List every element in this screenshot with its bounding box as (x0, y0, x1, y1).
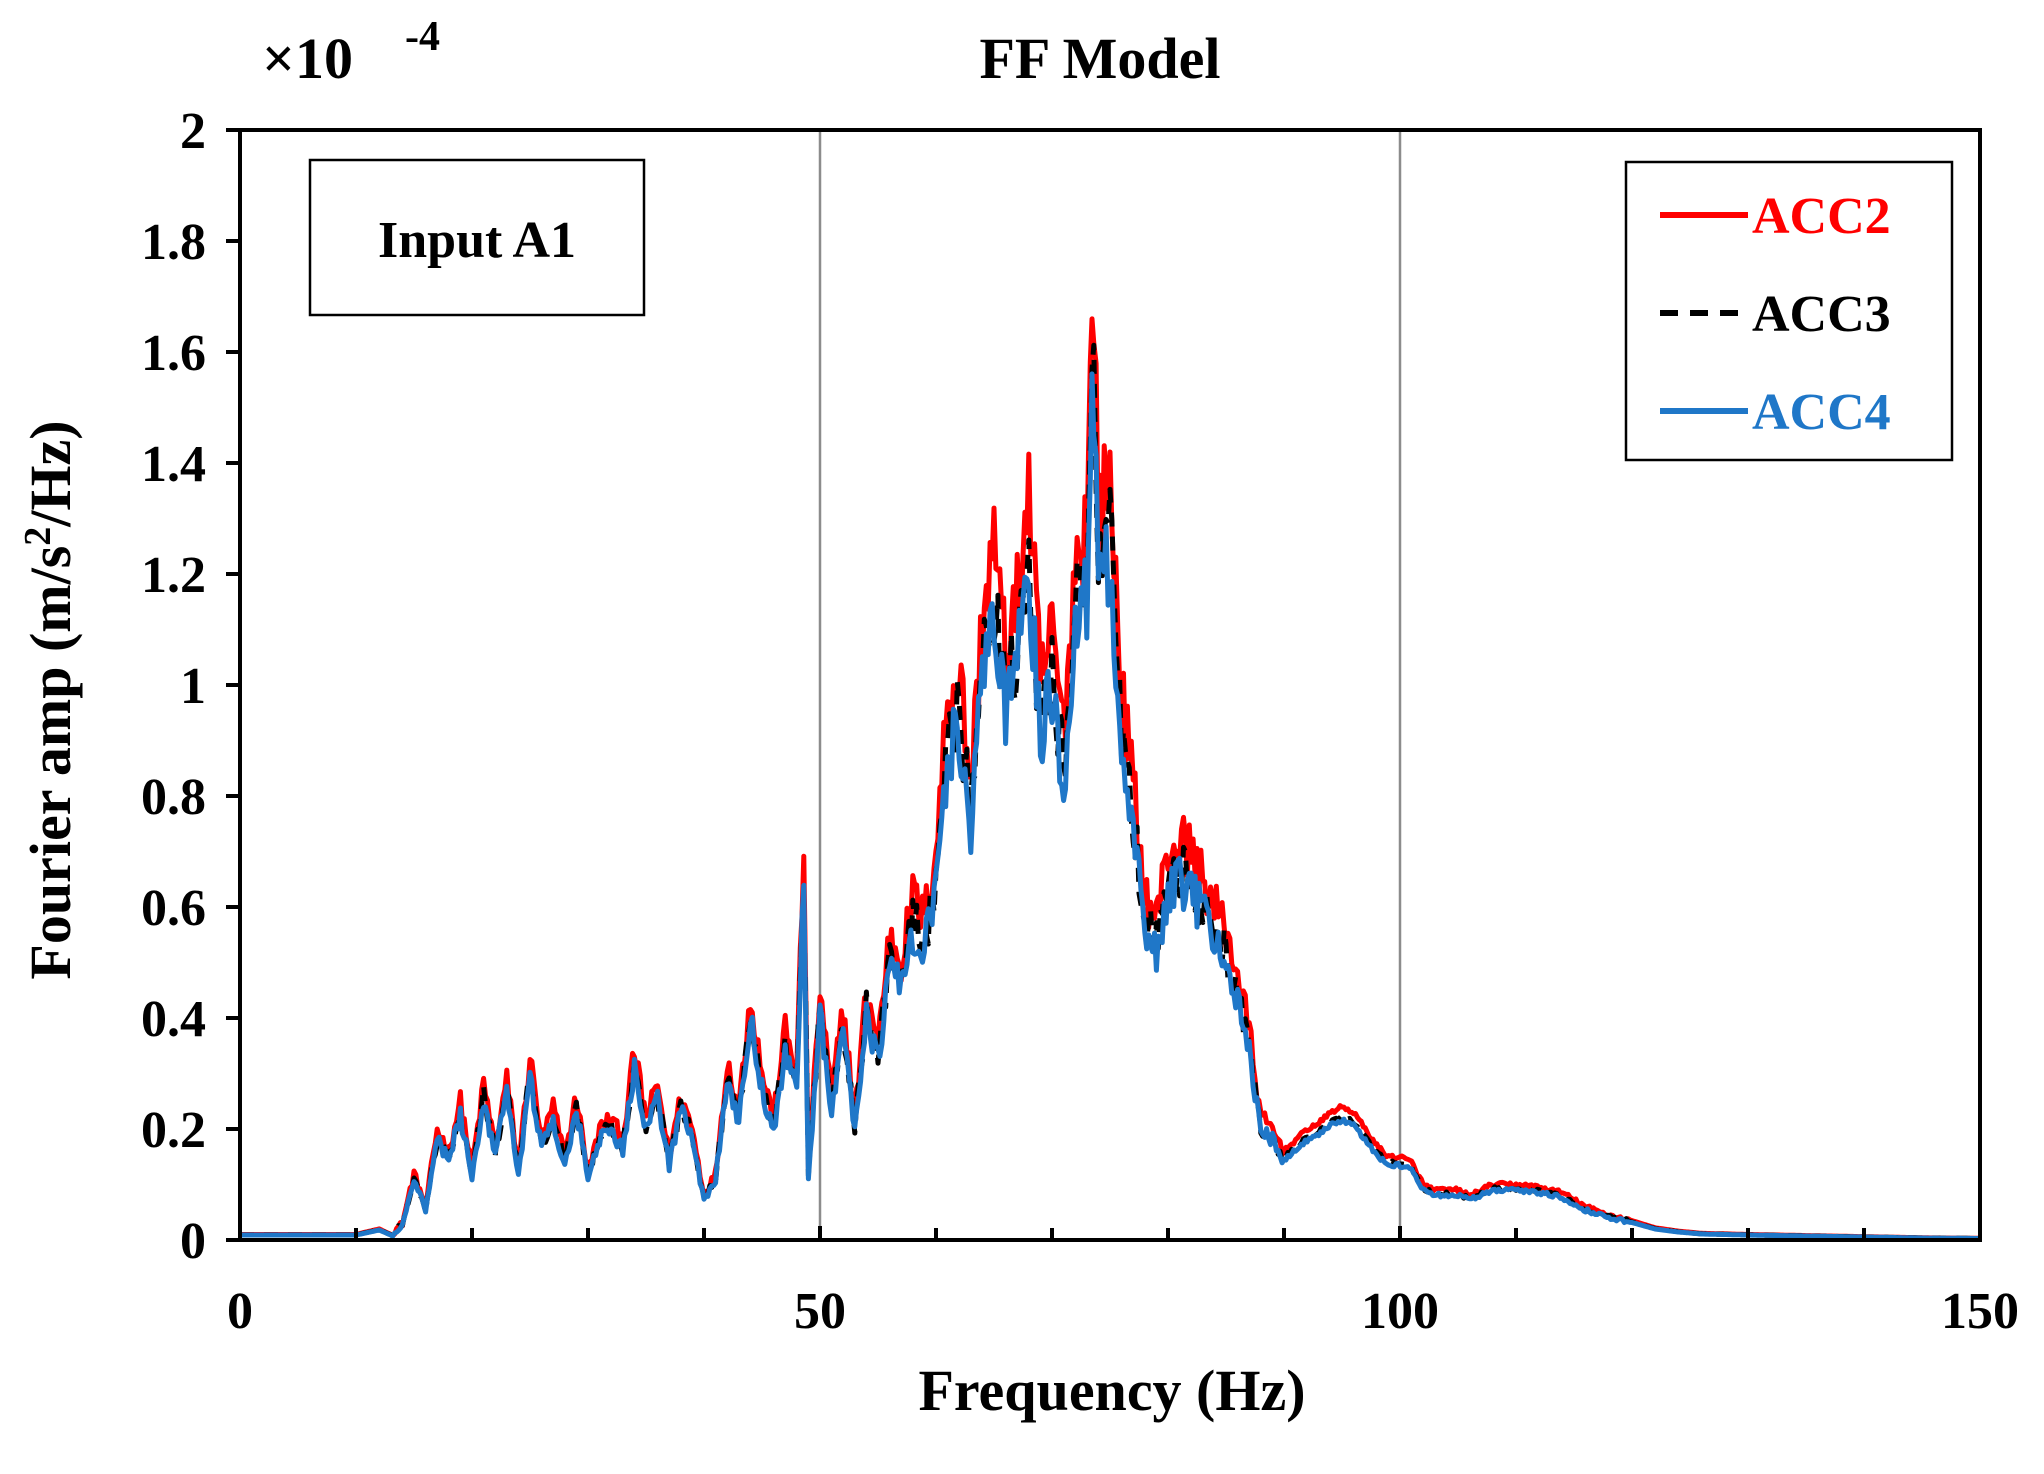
annotation-box (308, 158, 646, 317)
y-tick-label: 1 (180, 658, 206, 715)
legend-label-acc2: ACC2 (1752, 188, 1891, 245)
y-tick-label: 0.8 (141, 769, 206, 826)
legend-label-acc3: ACC3 (1752, 286, 1891, 343)
legend-label-acc4: ACC4 (1752, 384, 1891, 441)
scale-factor-base: ×10 (262, 26, 353, 91)
scale-factor-exponent: -4 (405, 14, 440, 60)
axes-layer (226, 128, 1982, 1242)
y-tick-label: 1.8 (141, 214, 206, 271)
series-line-acc3 (239, 342, 1981, 1241)
y-axis-title-superscript: 2 (17, 527, 59, 546)
series-layer (239, 316, 1981, 1241)
x-tick-label: 0 (227, 1283, 253, 1340)
grid-layer (818, 130, 1402, 1240)
y-tick-label: 2 (180, 103, 206, 160)
x-tick-label: 50 (794, 1283, 846, 1340)
x-tick-label: 100 (1361, 1283, 1439, 1340)
y-tick-label: 0.6 (141, 880, 206, 937)
y-tick-label: 1.2 (141, 547, 206, 604)
chart-title: FF Model (979, 26, 1220, 91)
y-tick-labels: 0 0.2 0.4 0.6 0.8 1 1.2 1.4 1.6 1.8 2 (141, 103, 206, 1270)
x-tick-labels: 0 50 100 150 (227, 1283, 2019, 1340)
x-tick-label: 150 (1941, 1283, 2019, 1340)
legend: ACC2 ACC3 ACC4 (1660, 188, 1891, 441)
y-axis-title-tail: /Hz) (18, 420, 83, 527)
y-tick-label: 1.4 (141, 436, 206, 493)
y-tick-label: 0.2 (141, 1102, 206, 1159)
x-axis-title: Frequency (Hz) (918, 1358, 1305, 1423)
y-tick-label: 0.4 (141, 991, 206, 1048)
y-axis-title-main: Fourier amp (m/s (18, 546, 83, 980)
y-tick-label: 1.6 (141, 325, 206, 382)
annotation-label: Input A1 (378, 212, 576, 269)
y-axis-title: Fourier amp (m/s2/Hz) (17, 420, 83, 979)
y-tick-label: 0 (180, 1213, 206, 1270)
series-line-acc4 (239, 371, 1981, 1241)
